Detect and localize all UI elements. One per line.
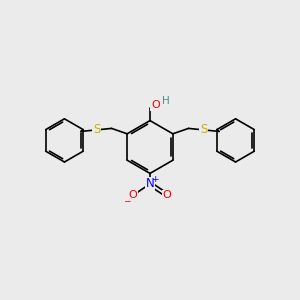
Text: +: +: [151, 175, 158, 184]
Text: S: S: [93, 123, 100, 136]
Text: N: N: [146, 177, 154, 190]
Text: −: −: [123, 196, 130, 206]
Text: O: O: [128, 190, 137, 200]
Text: S: S: [200, 123, 207, 136]
Text: H: H: [162, 96, 170, 106]
Text: O: O: [151, 100, 160, 110]
Text: O: O: [163, 190, 172, 200]
